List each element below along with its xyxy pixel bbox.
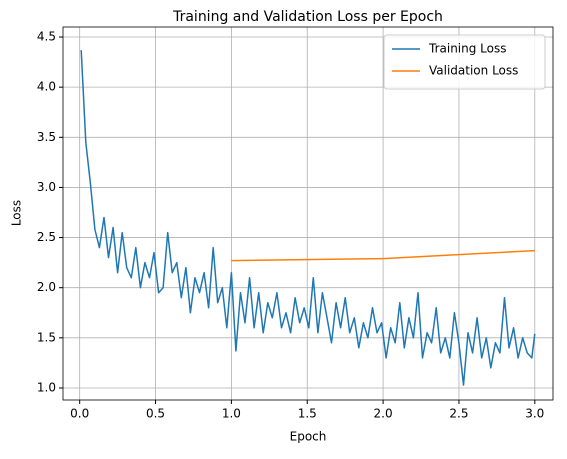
y-axis-label: Loss	[10, 200, 24, 226]
y-tick-label: 1.5	[37, 330, 56, 344]
line-series	[80, 50, 536, 386]
x-tick-label: 1.5	[298, 407, 317, 421]
x-tick-label: 0.5	[146, 407, 165, 421]
y-tick-label: 2.0	[37, 280, 56, 294]
x-tick-label: 3.0	[525, 407, 544, 421]
x-tick-label: 0.0	[70, 407, 89, 421]
plot-frame	[62, 26, 554, 401]
y-tick-label: 1.0	[37, 380, 56, 394]
y-tick-label: 4.0	[37, 80, 56, 94]
x-tick-label: 2.5	[449, 407, 468, 421]
legend-box	[383, 34, 546, 90]
legend-label: Validation Loss	[429, 64, 518, 78]
x-axis-label: Epoch	[290, 430, 327, 444]
y-tick-label: 4.5	[37, 30, 56, 44]
x-tick-label: 2.0	[374, 407, 393, 421]
x-tick-label: 1.0	[222, 407, 241, 421]
y-tick-label: 2.5	[37, 230, 56, 244]
y-tick-label: 3.5	[37, 130, 56, 144]
line-series	[231, 249, 535, 262]
y-tick-label: 3.0	[37, 180, 56, 194]
legend-label: Training Loss	[428, 42, 506, 56]
chart-title: Training and Validation Loss per Epoch	[172, 9, 443, 25]
